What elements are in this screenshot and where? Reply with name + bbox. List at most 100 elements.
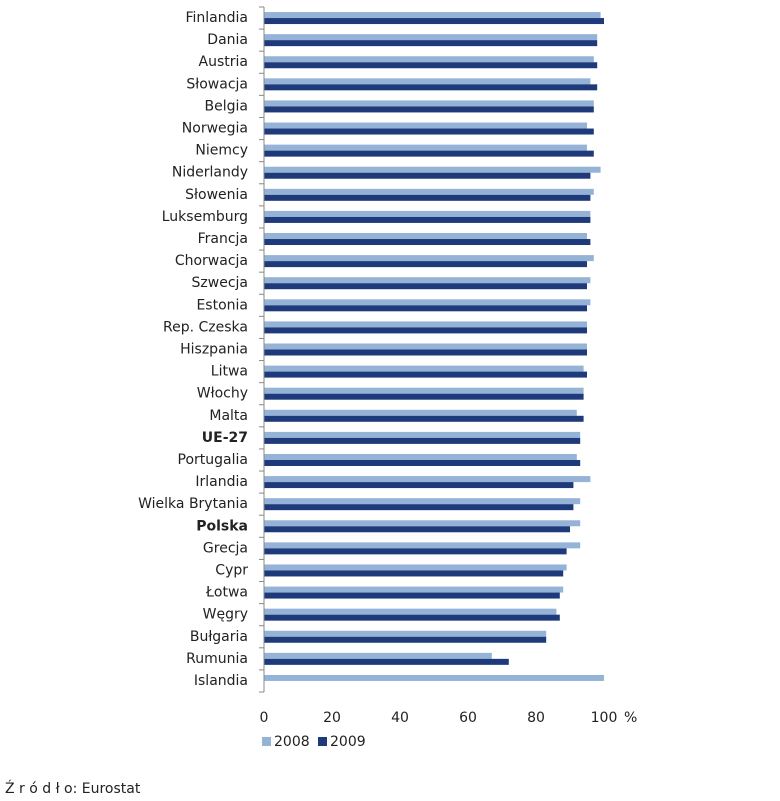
bar — [264, 608, 557, 615]
bar — [264, 564, 567, 571]
bar — [264, 387, 584, 394]
bar — [264, 261, 587, 268]
y-tick-label: Wielka Brytania — [138, 496, 248, 512]
bar — [264, 12, 601, 19]
x-tick-label: 0 — [260, 710, 269, 726]
y-tick-label: Chorwacja — [175, 253, 248, 269]
bar — [264, 652, 492, 659]
y-tick-label: Węgry — [203, 607, 248, 623]
bar — [264, 592, 560, 599]
bar — [264, 299, 591, 306]
source: Ź r ó d ł o: Eurostat — [5, 779, 141, 797]
bar — [264, 542, 581, 549]
bar — [264, 409, 577, 416]
y-tick-label: Grecja — [203, 540, 248, 556]
bar — [264, 365, 584, 372]
y-tick-label: Belgia — [205, 98, 248, 114]
bar — [264, 415, 584, 422]
bar — [264, 56, 594, 63]
legend-label: 2009 — [330, 734, 366, 750]
y-tick-label: Szwecja — [192, 275, 248, 291]
bar — [264, 321, 587, 328]
y-tick-label: Norwegia — [182, 121, 248, 137]
bar — [264, 459, 581, 466]
bar — [264, 437, 581, 444]
y-tick-label: Portugalia — [178, 452, 248, 468]
bar — [264, 172, 591, 179]
y-tick-label: Słowenia — [185, 187, 248, 203]
y-tick-label: Włochy — [197, 386, 248, 402]
bar — [264, 106, 594, 113]
bar — [264, 255, 594, 262]
bar — [264, 520, 581, 527]
bar — [264, 636, 547, 643]
y-tick-label: Łotwa — [205, 585, 248, 601]
x-tick-label: 100 — [591, 710, 618, 726]
y-tick-label: Luksemburg — [162, 209, 248, 225]
bar — [264, 630, 547, 637]
bar — [264, 349, 587, 356]
bar — [264, 210, 591, 217]
bar — [264, 343, 587, 350]
x-tick-label: 60 — [459, 710, 477, 726]
bar — [264, 327, 587, 334]
x-axis-label: % — [624, 710, 637, 726]
y-tick-label: Irlandia — [195, 474, 248, 490]
bar — [264, 498, 581, 505]
bar — [264, 614, 560, 621]
bar — [264, 371, 587, 378]
bar — [264, 431, 581, 438]
bar — [264, 305, 587, 312]
bar — [264, 570, 564, 577]
y-tick-label: Słowacja — [186, 76, 248, 92]
bar — [264, 393, 584, 400]
legend-swatch — [318, 737, 327, 746]
bar — [264, 526, 570, 533]
legend-label: 2008 — [274, 734, 310, 750]
bar — [264, 166, 601, 173]
bar — [264, 239, 591, 246]
y-tick-label: Islandia — [194, 673, 248, 689]
bar — [264, 674, 604, 681]
y-tick-label: Dania — [207, 32, 248, 48]
bar — [264, 194, 591, 201]
bar — [264, 34, 598, 41]
y-tick-label: Rumunia — [186, 651, 248, 667]
bar — [264, 548, 567, 555]
bar — [264, 658, 509, 665]
y-tick-label: Francja — [198, 231, 248, 247]
bar — [264, 476, 591, 483]
bar — [264, 453, 577, 460]
y-tick-label: Litwa — [211, 364, 248, 380]
y-tick-label: Niemcy — [195, 143, 248, 159]
y-tick-label: Hiszpania — [180, 342, 248, 358]
bar — [264, 277, 591, 284]
bar — [264, 62, 598, 69]
bar — [264, 144, 587, 151]
bar — [264, 482, 574, 489]
y-tick-label: Rep. Czeska — [163, 319, 248, 335]
y-tick-label: Malta — [209, 408, 248, 424]
bar — [264, 78, 591, 85]
y-tick-label: Bułgaria — [190, 629, 248, 645]
bar — [264, 122, 587, 129]
bar — [264, 40, 598, 47]
y-tick-label: Polska — [196, 518, 248, 534]
bar — [264, 283, 587, 290]
x-tick-label: 40 — [391, 710, 409, 726]
bar — [264, 233, 587, 240]
y-tick-label: Estonia — [196, 297, 248, 313]
bar — [264, 100, 594, 107]
bar — [264, 586, 564, 593]
bar — [264, 216, 591, 223]
x-tick-label: 20 — [323, 710, 341, 726]
bar — [264, 128, 594, 135]
bar — [264, 504, 574, 511]
y-tick-label: UE-27 — [202, 430, 248, 446]
bar — [264, 188, 594, 195]
legend-swatch — [262, 737, 271, 746]
y-tick-label: Cypr — [215, 562, 248, 578]
y-tick-label: Niderlandy — [172, 165, 248, 181]
y-tick-label: Finlandia — [186, 10, 249, 26]
